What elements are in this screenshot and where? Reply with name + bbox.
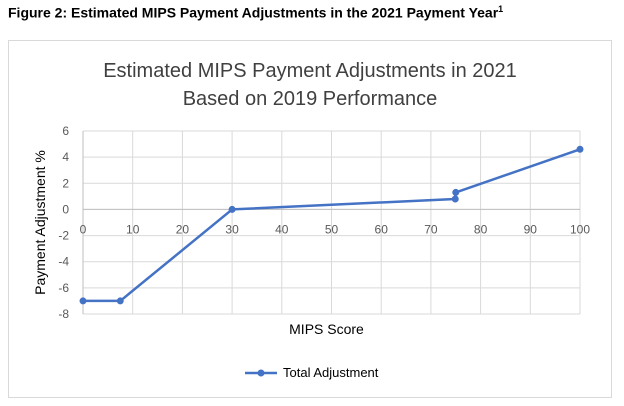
x-tick-label: 30: [225, 222, 239, 236]
figure-caption: Figure 2: Estimated MIPS Payment Adjustm…: [8, 4, 503, 21]
y-tick-label: -6: [58, 281, 69, 295]
x-axis-title: MIPS Score: [289, 321, 364, 337]
data-point: [452, 188, 460, 196]
chart-frame: Estimated MIPS Payment Adjustments in 20…: [8, 40, 612, 398]
x-tick-label: 90: [524, 222, 538, 236]
x-tick-label: 100: [570, 222, 590, 236]
data-point: [228, 205, 236, 213]
series-line-total-adjustment: [83, 148, 581, 303]
data-point: [79, 297, 87, 305]
legend-marker: [257, 369, 265, 377]
x-tick-label: 10: [126, 222, 140, 236]
x-tick-label: 40: [275, 222, 289, 236]
legend-label: Total Adjustment: [283, 365, 379, 380]
data-point: [116, 297, 124, 305]
x-tick-label: 60: [375, 222, 389, 236]
y-tick-label: 6: [62, 124, 69, 138]
y-tick-label: 2: [62, 176, 69, 190]
data-point: [451, 195, 459, 203]
figure-caption-text: Figure 2: Estimated MIPS Payment Adjustm…: [8, 4, 499, 21]
y-axis-title: Payment Adjustment %: [32, 150, 48, 295]
x-tick-label: 70: [424, 222, 438, 236]
y-tick-label: 4: [62, 150, 69, 164]
x-tick-label: 20: [176, 222, 190, 236]
chart-title-line1: Estimated MIPS Payment Adjustments in 20…: [103, 60, 517, 82]
data-point: [576, 145, 584, 153]
y-tick-label: -8: [58, 307, 69, 321]
x-tick-label: 80: [474, 222, 488, 236]
chart-title-line2: Based on 2019 Performance: [182, 88, 438, 110]
y-tick-label: -2: [58, 229, 69, 243]
y-tick-label: 0: [62, 202, 69, 216]
x-tick-label: 50: [325, 222, 339, 236]
x-tick-label: 0: [80, 222, 87, 236]
y-tick-label: -4: [58, 255, 69, 269]
figure-caption-footnote: 1: [498, 4, 504, 14]
